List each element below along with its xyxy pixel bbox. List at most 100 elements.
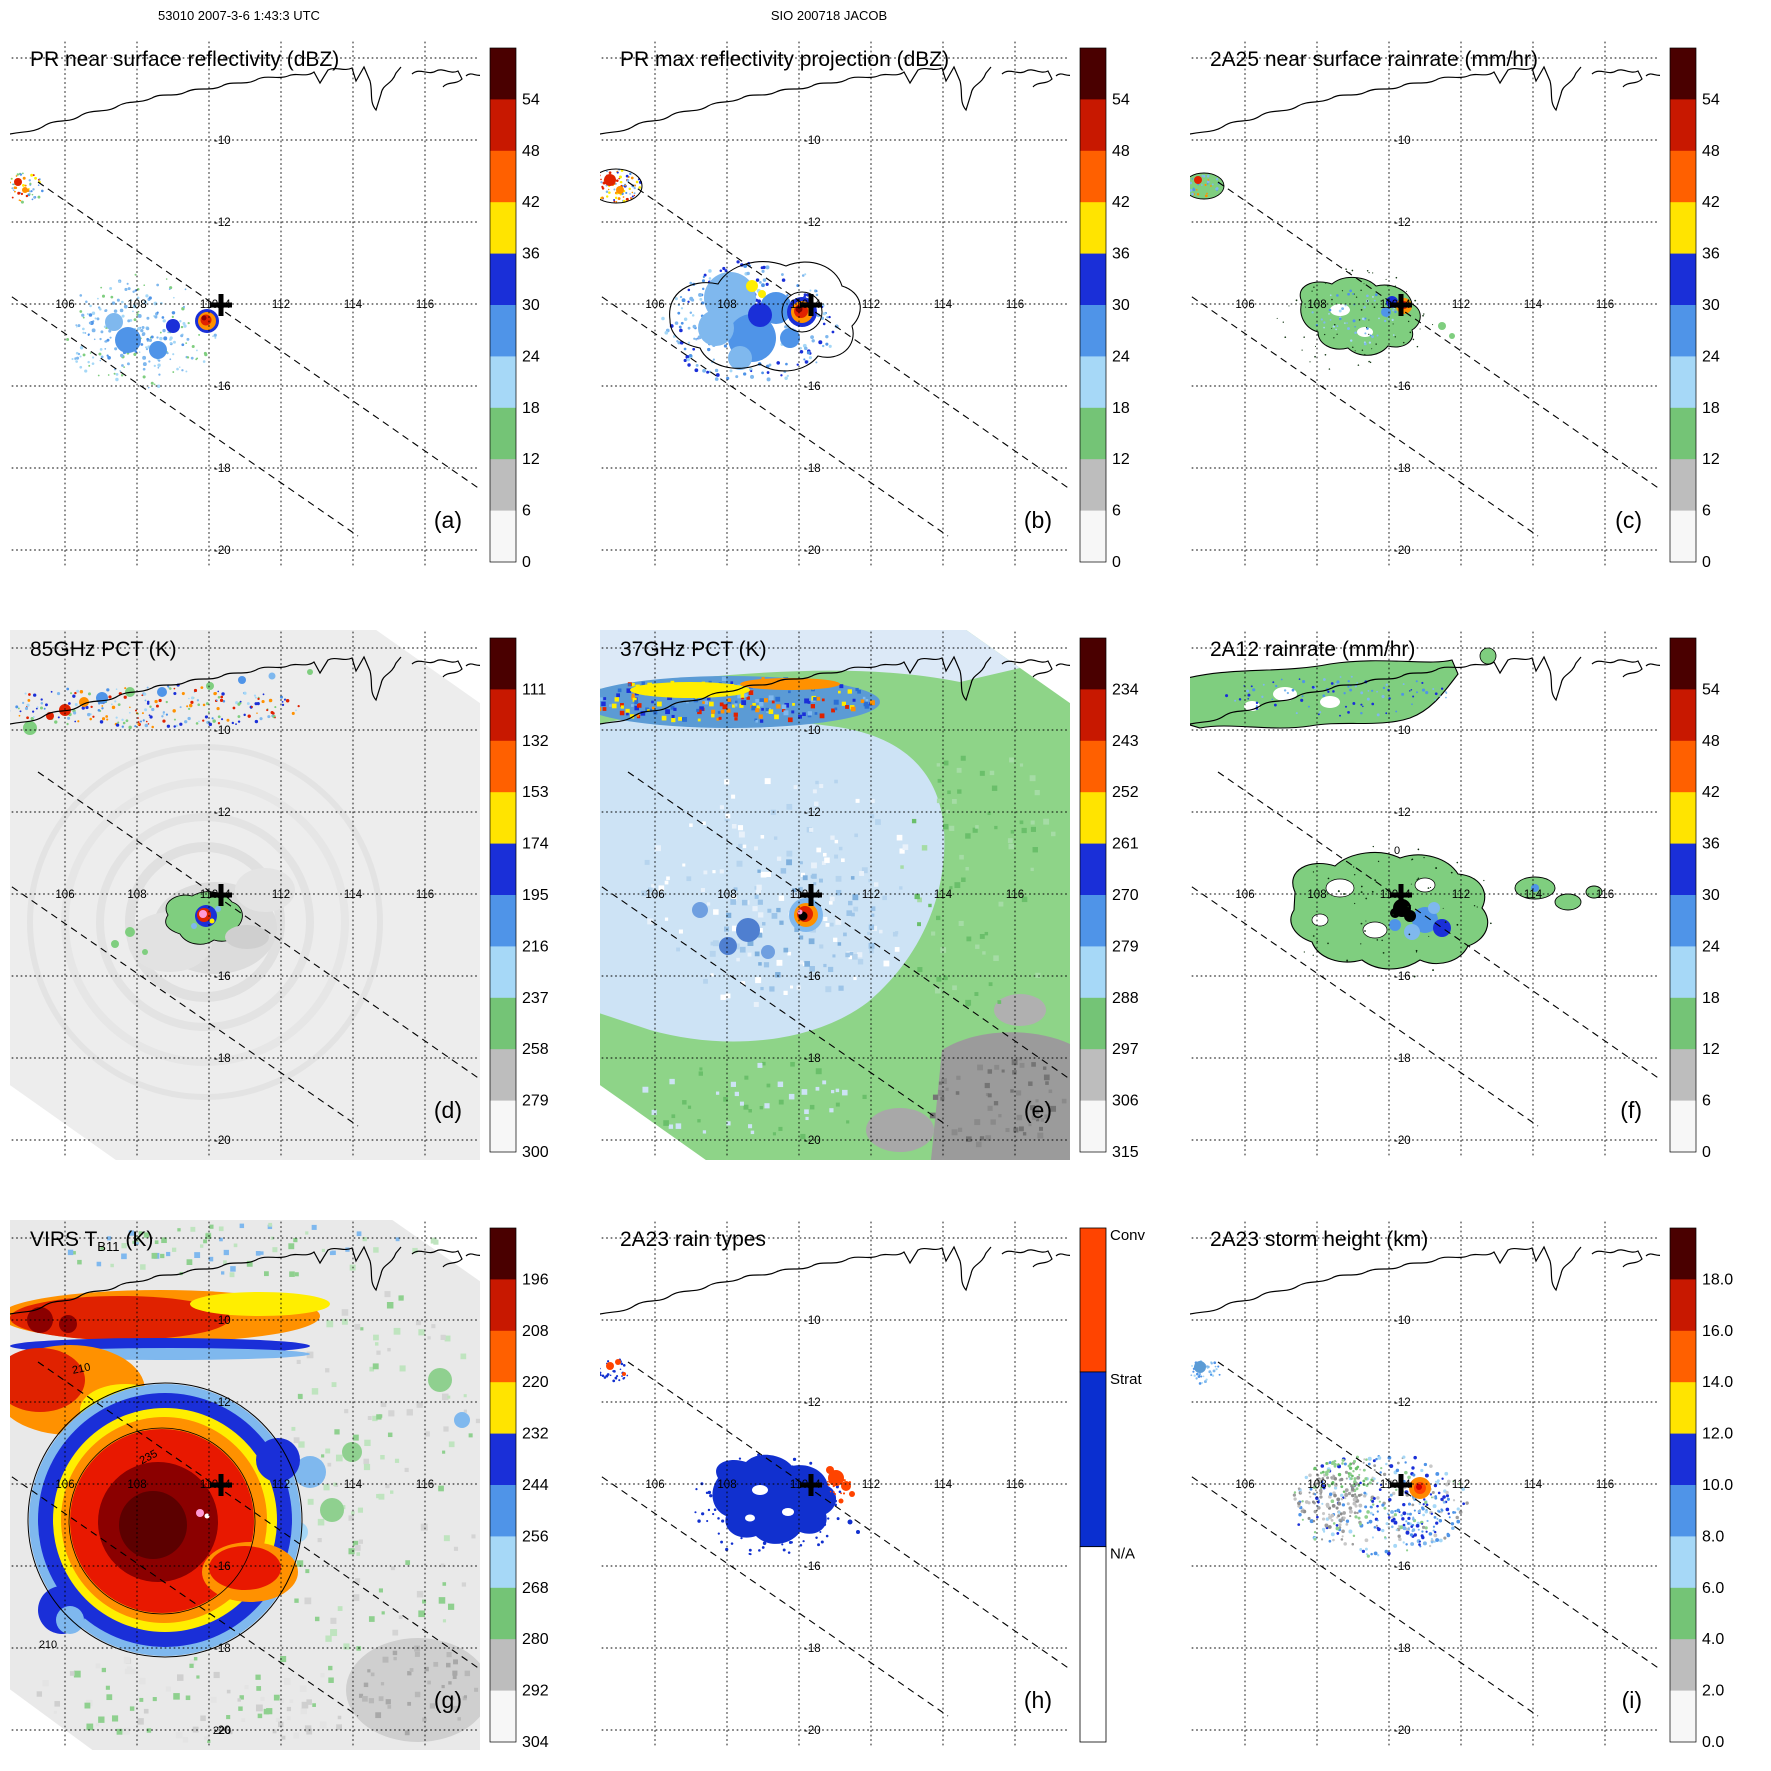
colorbar-segment <box>490 1279 516 1332</box>
colorbar-tick-label: 10.0 <box>1702 1477 1733 1494</box>
colorbar-tick-label: 36 <box>1112 246 1130 263</box>
lon-tick-label: 112 <box>272 1479 290 1491</box>
colorbar-tick-label: 6 <box>1702 1093 1711 1110</box>
colorbar-tick-label: 280 <box>522 1631 549 1648</box>
lon-tick-label: 108 <box>127 299 146 311</box>
colorbar-tick-label: 195 <box>522 887 549 904</box>
data-layer <box>600 630 1070 1160</box>
lat-tick-label: -12 <box>1394 217 1411 229</box>
colorbar-segment <box>1080 638 1106 690</box>
lon-tick-label: 116 <box>1596 1479 1614 1491</box>
colorbar-segment <box>490 638 516 690</box>
colorbar-tick-label: 6.0 <box>1702 1580 1724 1597</box>
lon-tick-label: 114 <box>344 889 363 901</box>
colorbar-a: 54 48 42 36 30 24 18 12 6 0 <box>489 47 540 571</box>
lon-tick-label: 108 <box>717 889 736 901</box>
colorbar-tick-label: 18.0 <box>1702 1271 1733 1288</box>
title-pre: VIRS T <box>30 1228 98 1251</box>
swath-edge-lines <box>600 181 1070 537</box>
colorbar-dbz: 54 48 42 36 30 24 18 12 6 0 <box>1079 47 1130 571</box>
lon-tick-label: 110 <box>200 1479 218 1491</box>
colorbar-segment <box>490 1485 516 1537</box>
colorbar-segment <box>490 1100 516 1153</box>
coastline-islands <box>1001 1249 1070 1268</box>
panel-h: -10 -12 -14 -16 -18 -20 106 108 110 112 114 116 (h) … <box>594 1206 1179 1766</box>
colorbar-tick-label: 153 <box>522 784 549 801</box>
storm-center-marker <box>800 1474 822 1496</box>
colorbar-segment <box>1670 689 1696 742</box>
colorbar-segment <box>1670 792 1696 845</box>
colorbar-tick-label: 48 <box>522 143 540 160</box>
colorbar-c: 54 48 42 36 30 24 18 12 6 0 <box>1669 47 1720 571</box>
colorbar-segment <box>1079 1371 1107 1548</box>
colorbar-tick-label: 54 <box>1702 681 1720 698</box>
colorbar-tick-label: 234 <box>1112 681 1139 698</box>
colorbar-tick-label: 8.0 <box>1702 1528 1724 1545</box>
lat-tick-label: -20 <box>804 1135 821 1147</box>
colorbar-segment <box>1670 1228 1696 1280</box>
swath-edge-lines <box>10 771 480 1127</box>
panel-a: -10 -12 -14 -16 -18 -20 106 108 110 112 114 116 (a) … <box>4 26 589 586</box>
colorbar-segment <box>1080 1100 1106 1153</box>
panel-letter: (b) <box>1024 507 1052 533</box>
lon-tick-label: 106 <box>1235 1479 1254 1491</box>
colorbar-tick-label: 268 <box>522 1580 549 1597</box>
colorbar-tick-label: 42 <box>1702 784 1720 801</box>
lon-tick-label: 114 <box>934 1479 953 1491</box>
swath-edge-lines <box>1190 181 1660 537</box>
colorbar-tick-label: 196 <box>522 1271 549 1288</box>
lon-tick-label: 110 <box>790 889 808 901</box>
coastline-islands <box>1591 1249 1660 1268</box>
colorbar-tick-label: 54 <box>1702 91 1720 108</box>
coastline <box>10 65 402 135</box>
colorbar-tick-label: 300 <box>522 1144 549 1161</box>
contour-label: 210 <box>71 1361 91 1377</box>
coastline-islands <box>411 659 480 678</box>
colorbar-dbz: 54 48 42 36 30 24 18 12 6 0 <box>1669 47 1720 571</box>
colorbar-tick-label: 243 <box>1112 733 1139 750</box>
colorbar-segment <box>1670 1279 1696 1332</box>
lat-tick-label: -20 <box>1394 1135 1411 1147</box>
panel-c: -10 -12 -14 -16 -18 -20 106 108 110 112 114 116 (c) … <box>1184 26 1769 586</box>
panel-title-b: PR max reflectivity projection (dBZ) <box>620 48 950 71</box>
colorbar-segment <box>490 510 516 563</box>
gridlines <box>11 631 479 1159</box>
colorbar-tick-label: 24 <box>1112 348 1130 365</box>
lon-tick-label: 108 <box>717 299 736 311</box>
lon-tick-label: 116 <box>1006 1479 1024 1491</box>
colorbar-b: 54 48 42 36 30 24 18 12 6 0 <box>1079 47 1130 571</box>
colorbar-tick-label: 18 <box>1112 400 1130 417</box>
colorbar-tick-label: 288 <box>1112 990 1139 1007</box>
colorbar-tick-label: 315 <box>1112 1144 1139 1161</box>
lon-tick-label: 112 <box>862 299 880 311</box>
panel-letter: (d) <box>434 1097 462 1123</box>
lon-tick-label: 112 <box>1452 299 1470 311</box>
lat-tick-label: -10 <box>1394 135 1411 147</box>
colorbar-tick-label: 18 <box>522 400 540 417</box>
lon-tick-label: 116 <box>1596 299 1614 311</box>
lon-tick-label: 116 <box>1006 889 1024 901</box>
colorbar-raintype: Conv Strat N/A <box>1079 1227 1146 1743</box>
lat-tick-label: -16 <box>214 971 231 983</box>
colorbar-segment <box>1670 510 1696 563</box>
storm-center-marker <box>1390 1474 1412 1496</box>
lat-tick-label: -12 <box>214 217 231 229</box>
panel-title-d: 85GHz PCT (K) <box>30 638 177 661</box>
coastline-islands <box>1001 659 1070 678</box>
colorbar-tick-label: 237 <box>522 990 549 1007</box>
lat-tick-label: -10 <box>1394 1315 1411 1327</box>
colorbar-tick-label: 244 <box>522 1477 549 1494</box>
coastline <box>600 1245 992 1315</box>
coastline-islands <box>411 1249 480 1268</box>
lat-tick-label: -18 <box>804 1053 821 1065</box>
colorbar-segment <box>1080 305 1106 357</box>
colorbar-segment <box>1670 407 1696 460</box>
